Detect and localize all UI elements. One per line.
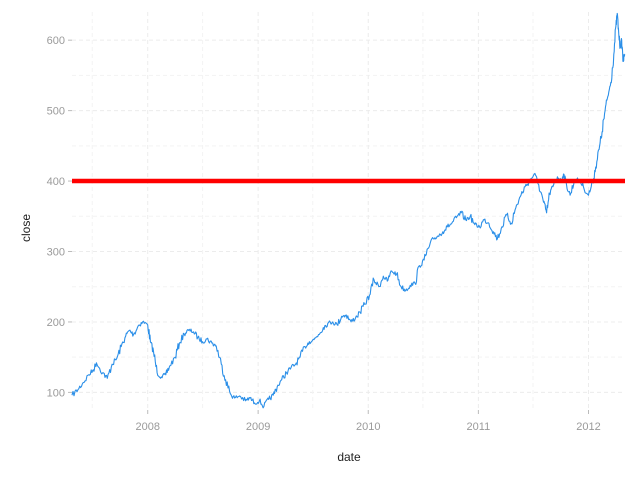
x-tick-label: 2010 [356, 421, 380, 433]
y-axis-title: close [19, 214, 33, 242]
y-tick-label: 600 [47, 35, 65, 47]
x-tick-label: 2011 [467, 421, 491, 433]
y-tick-label: 500 [47, 106, 65, 118]
y-tick-label: 100 [47, 387, 65, 399]
x-axis-ticks: 2008 2009 2010 2011 2012 [135, 410, 601, 433]
y-tick-label: 200 [47, 317, 65, 329]
y-tick-label: 300 [47, 247, 65, 259]
x-tick-label: 2008 [135, 421, 159, 433]
x-tick-label: 2009 [246, 421, 270, 433]
x-tick-label: 2012 [576, 421, 600, 433]
y-tick-label: 400 [47, 176, 65, 188]
y-axis-ticks: 100 200 300 400 500 600 [47, 35, 72, 399]
x-axis-title: date [337, 450, 361, 464]
